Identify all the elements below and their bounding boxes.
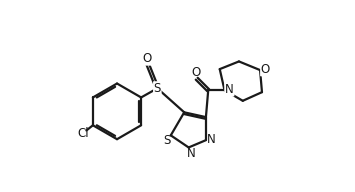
Text: O: O <box>142 52 151 65</box>
Text: N: N <box>225 83 234 96</box>
Text: N: N <box>187 147 196 160</box>
Text: O: O <box>261 63 270 76</box>
Text: N: N <box>207 133 216 146</box>
Text: S: S <box>154 82 161 95</box>
Text: Cl: Cl <box>77 127 89 140</box>
Text: S: S <box>163 134 170 147</box>
Text: O: O <box>191 66 200 79</box>
